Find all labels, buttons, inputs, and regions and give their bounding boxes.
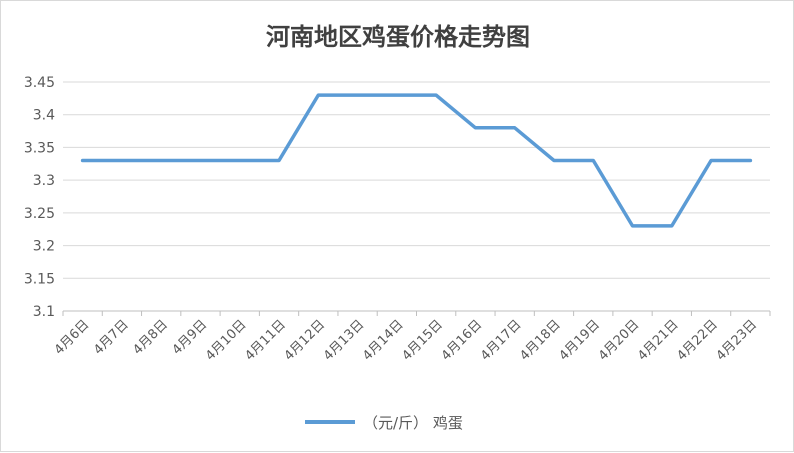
x-axis-tick-labels: 4月6日4月7日4月8日4月9日4月10日4月11日4月12日4月13日4月14…: [52, 317, 760, 364]
y-tick-label: 3.4: [33, 108, 55, 124]
gridlines: [62, 81, 771, 316]
x-tick-label: 4月23日: [714, 317, 761, 364]
x-tick-label: 4月8日: [130, 317, 171, 358]
y-tick-label: 3.3: [33, 173, 55, 189]
y-tick-label: 3.45: [24, 75, 55, 91]
series-line-0: [80, 93, 753, 228]
chart-title: 河南地区鸡蛋价格走势图: [266, 22, 530, 51]
x-tick-label: 4月12日: [282, 317, 329, 364]
y-tick-label: 3.25: [24, 206, 55, 222]
x-tick-label: 4月6日: [52, 317, 93, 358]
x-tick-label: 4月15日: [399, 317, 446, 364]
x-tick-label: 4月7日: [91, 317, 132, 358]
x-tick-label: 4月11日: [242, 317, 289, 364]
x-tick-label: 4月14日: [360, 317, 407, 364]
y-tick-label: 3.15: [24, 271, 55, 287]
y-tick-label: 3.35: [24, 140, 55, 156]
x-tick-label: 4月10日: [203, 317, 250, 364]
series-layer: [80, 93, 753, 228]
x-tick-label: 4月22日: [674, 317, 721, 364]
y-axis-tick-labels: 3.1 3.15 3.2 3.25 3.3 3.35 3.4 3.45: [24, 75, 55, 320]
x-tick-label: 4月19日: [557, 317, 604, 364]
x-tick-label: 4月16日: [439, 317, 486, 364]
x-tick-label: 4月17日: [478, 317, 525, 364]
x-tick-label: 4月18日: [517, 317, 564, 364]
legend-label: （元/斤） 鸡蛋: [363, 414, 463, 432]
x-tick-label: 4月20日: [596, 317, 643, 364]
y-tick-label: 3.2: [33, 239, 55, 255]
y-tick-label: 3.1: [33, 304, 55, 320]
legend: （元/斤） 鸡蛋: [305, 414, 463, 432]
x-tick-label: 4月21日: [635, 317, 682, 364]
x-tick-label: 4月13日: [321, 317, 368, 364]
